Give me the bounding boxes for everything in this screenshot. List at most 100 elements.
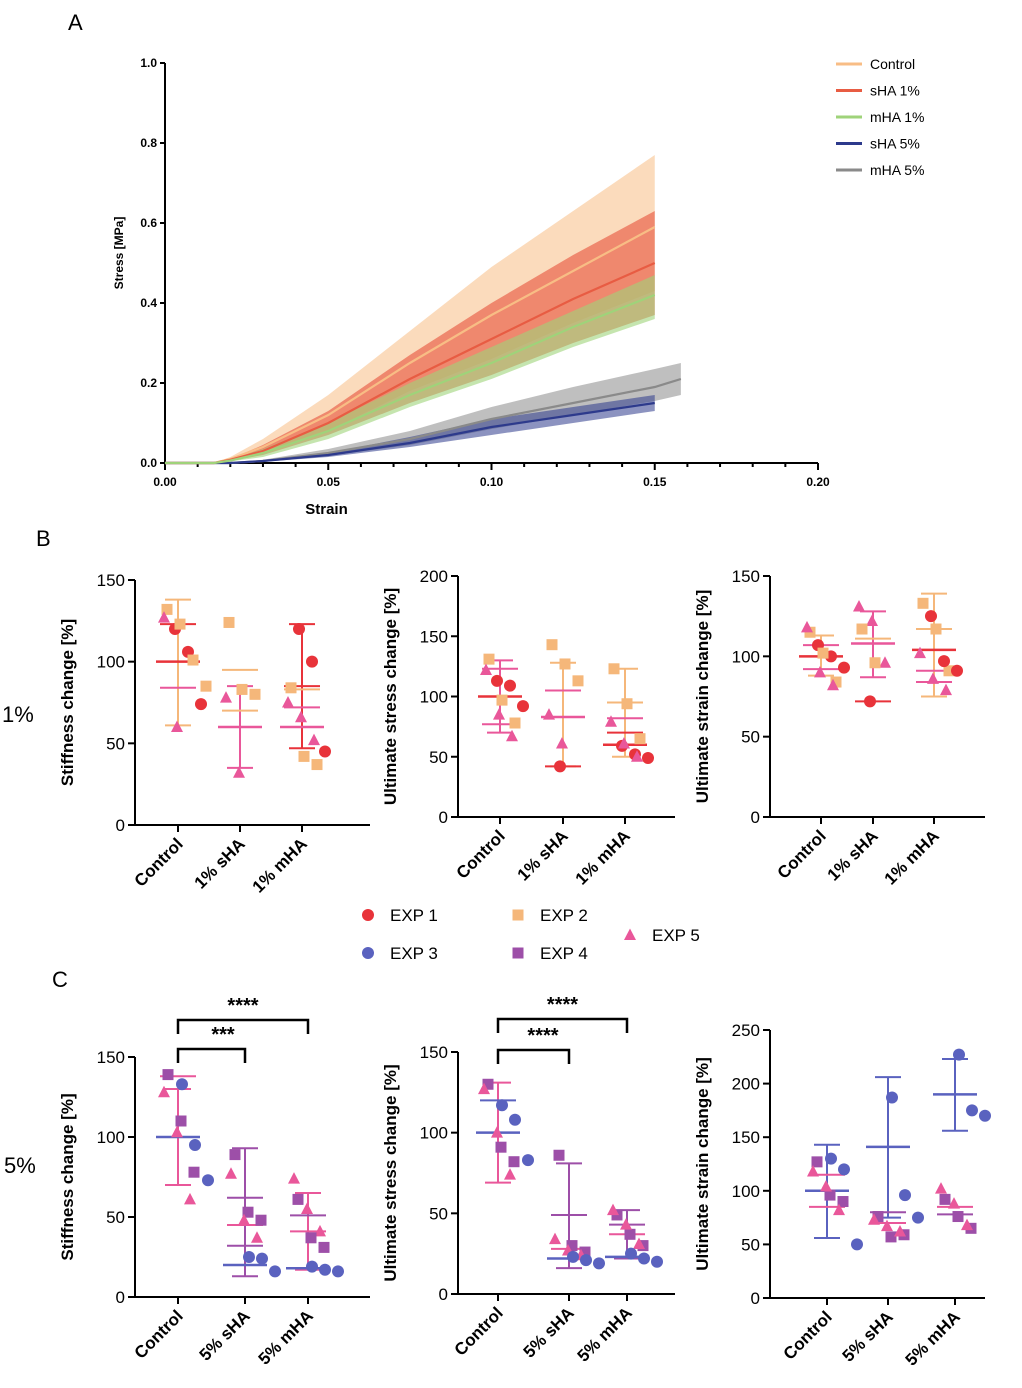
data-point-exp2 — [249, 688, 261, 700]
data-point-exp5 — [171, 1125, 183, 1138]
data-point-exp2 — [174, 618, 186, 630]
y-tick-label: 50 — [429, 748, 448, 767]
data-point-exp3 — [496, 1099, 508, 1112]
data-point-exp5 — [282, 696, 294, 708]
data-point-exp5 — [158, 611, 170, 623]
data-point-exp5 — [556, 736, 568, 749]
data-point-exp2 — [634, 733, 646, 745]
data-point-exp5 — [549, 1232, 561, 1245]
data-point-exp3 — [509, 1113, 521, 1126]
data-point-exp5 — [801, 620, 813, 633]
stiffness-5pct-chart: 0 50 100 150 Stiffness change [%] Control 5% s… — [58, 995, 370, 1369]
data-point-exp3 — [269, 1265, 281, 1278]
data-point-exp1 — [642, 751, 654, 764]
x-tick-label: Control — [131, 1306, 187, 1362]
data-point-exp3 — [522, 1154, 534, 1167]
x-tick-label: 5% sHA — [520, 1303, 578, 1361]
y-axis-title: Stiffness change [%] — [58, 1093, 77, 1260]
x-tick-label: 0.15 — [643, 475, 667, 489]
legend-label: sHA 5% — [870, 136, 920, 152]
data-point-exp3 — [306, 1260, 318, 1273]
y-tick-label: 150 — [732, 567, 760, 586]
data-point-exp3 — [638, 1252, 650, 1265]
data-point-exp5 — [493, 708, 505, 720]
data-point-exp3 — [256, 1252, 268, 1265]
y-tick-label: 0.2 — [140, 376, 157, 390]
y-tick-label: 0 — [751, 808, 760, 827]
data-point-exp4 — [579, 1246, 591, 1258]
data-point-exp1 — [319, 745, 331, 758]
data-point-exp2 — [869, 657, 881, 669]
x-tick-label: 1% mHA — [881, 826, 943, 888]
significance-bracket — [176, 1047, 247, 1063]
x-tick-label: Control — [774, 826, 830, 882]
legend-marker-exp3 — [362, 947, 374, 959]
x-tick-label: 5% mHA — [255, 1306, 317, 1368]
data-point-exp4 — [837, 1196, 849, 1208]
data-point-exp4 — [811, 1156, 823, 1168]
legend-label-exp1: EXP 1 — [390, 906, 438, 925]
legend-label: sHA 1% — [870, 83, 920, 99]
legend-label: mHA 1% — [870, 109, 924, 125]
y-tick-label: 150 — [420, 627, 448, 646]
data-point-exp4 — [175, 1115, 187, 1127]
legend-label-exp5: EXP 5 — [652, 926, 700, 945]
x-tick-label: Control — [451, 1303, 507, 1359]
row-label-5pct: 5% — [4, 1153, 36, 1178]
data-point-exp3 — [912, 1211, 924, 1224]
data-point-exp2 — [187, 654, 199, 666]
y-tick-label: 200 — [420, 567, 448, 586]
data-point-exp1 — [951, 664, 963, 677]
data-point-exp5 — [238, 1213, 250, 1226]
significance-label: *** — [211, 1024, 235, 1046]
x-tick-label: 5% mHA — [574, 1303, 636, 1365]
data-point-exp5 — [220, 691, 232, 703]
ultimate-stress-5pct-chart: 0 50 100 150 Ultimate stress change [%] Contr… — [381, 994, 675, 1366]
data-point-exp1 — [504, 679, 516, 692]
stress-strain-chart: 0.0 0.2 0.4 0.6 0.8 1.0 0.00 0.05 0.10 0.15 0.20 St… — [112, 56, 924, 518]
data-point-exp1 — [838, 661, 850, 674]
data-point-exp4 — [495, 1141, 507, 1153]
data-point-exp4 — [553, 1149, 565, 1161]
data-point-exp5 — [225, 1167, 237, 1179]
data-point-exp5 — [927, 672, 939, 684]
legend-label-exp4: EXP 4 — [540, 944, 588, 963]
data-point-exp2 — [856, 623, 868, 635]
y-tick-label: 250 — [732, 1021, 760, 1040]
data-point-exp3 — [838, 1163, 850, 1176]
legend-marker-exp5 — [624, 928, 636, 940]
data-point-exp1 — [554, 760, 566, 773]
data-point-exp2 — [930, 623, 942, 635]
data-point-exp5 — [314, 1224, 326, 1237]
y-tick-label: 0 — [116, 816, 125, 835]
data-point-exp4 — [482, 1078, 494, 1090]
legend-marker-exp2 — [512, 909, 524, 921]
y-tick-label: 100 — [97, 1128, 125, 1147]
x-tick-label: Control — [131, 834, 187, 890]
y-tick-label: 0.4 — [140, 296, 157, 310]
y-tick-label: 200 — [732, 1075, 760, 1094]
data-point-exp5 — [171, 720, 183, 732]
y-tick-label: 150 — [420, 1043, 448, 1062]
data-point-exp5 — [833, 1203, 845, 1216]
y-axis-title: Ultimate strain change [%] — [693, 590, 712, 804]
legend-marker-exp1 — [362, 909, 374, 921]
data-point-exp5 — [948, 1197, 960, 1209]
data-point-exp2 — [546, 639, 558, 651]
y-tick-label: 50 — [106, 734, 125, 753]
data-point-exp5 — [631, 750, 643, 762]
x-tick-label: 1% sHA — [514, 826, 572, 884]
x-tick-label: Control — [453, 826, 509, 882]
y-tick-label: 0 — [116, 1288, 125, 1307]
panel-label-a: A — [68, 10, 83, 35]
data-point-exp5 — [491, 1126, 503, 1138]
data-point-exp5 — [868, 1213, 880, 1225]
data-point-exp5 — [620, 1218, 632, 1230]
data-point-exp5 — [233, 766, 245, 778]
y-tick-label: 0 — [751, 1289, 760, 1308]
data-point-exp4 — [508, 1156, 520, 1168]
data-point-exp1 — [517, 700, 529, 713]
data-point-exp5 — [940, 683, 952, 696]
data-point-exp4 — [624, 1228, 636, 1240]
